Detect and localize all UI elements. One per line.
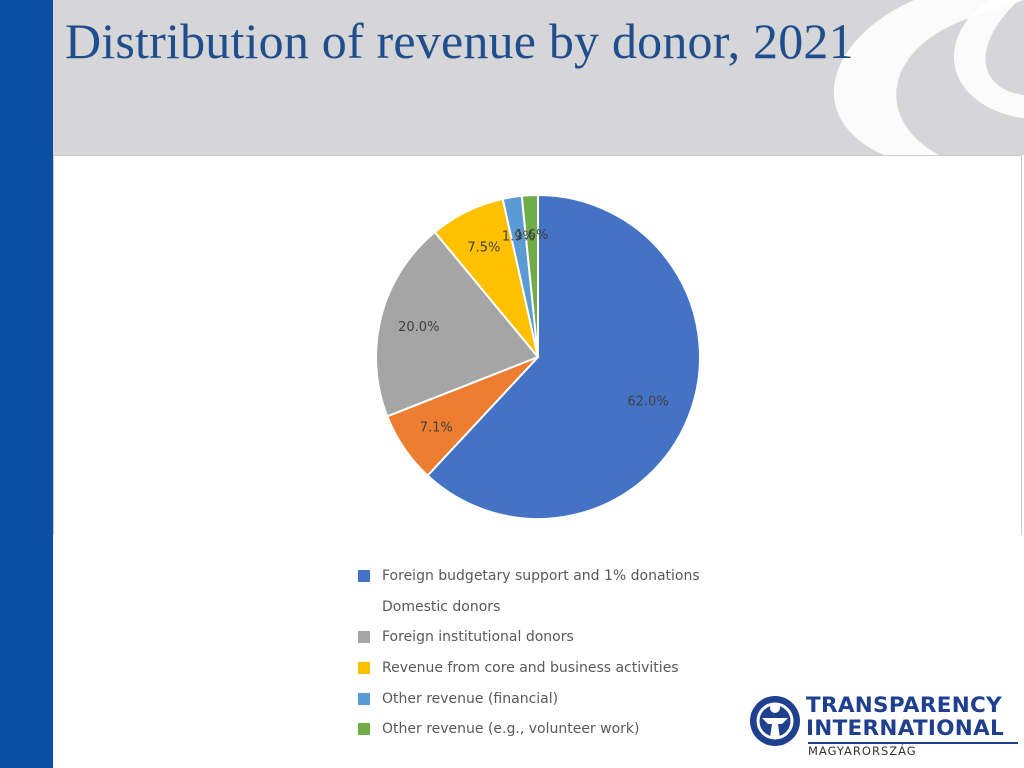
pie-slice-6 — [520, 193, 539, 358]
transparency-international-logo: TRANSPARENCY INTERNATIONAL MAGYARORSZÁG — [748, 692, 1024, 768]
legend-swatch — [358, 631, 370, 644]
ti-emblem-icon — [750, 696, 800, 746]
legend-label: Foreign budgetary support and 1% donatio… — [382, 568, 700, 585]
legend-item-3: Foreign institutional donors — [358, 622, 700, 653]
legend-label: Domestic donors — [382, 598, 501, 615]
data-label-1: 62.0% — [627, 394, 668, 409]
legend-label: Other revenue (financial) — [382, 690, 559, 707]
data-label-3: 20.0% — [398, 320, 439, 335]
chart-frame: 62.0% 7.1% 20.0% 7.5% 1.9% 1.6% — [53, 155, 1022, 535]
logo-text-line3: MAGYARORSZÁG — [808, 744, 917, 758]
data-label-5: 1.9% — [502, 229, 535, 244]
legend-swatch — [358, 662, 370, 675]
legend-swatch — [358, 723, 370, 736]
legend-label: Foreign institutional donors — [382, 629, 574, 646]
background-swoosh-graphic — [833, 0, 1024, 155]
logo-text-line2: INTERNATIONAL — [806, 716, 1005, 741]
legend-label: Other revenue (e.g., volunteer work) — [382, 721, 640, 738]
legend-item-2: Domestic donors — [358, 592, 700, 623]
legend-item-6: Other revenue (e.g., volunteer work) — [358, 714, 700, 745]
legend-item-4: Revenue from core and business activitie… — [358, 653, 700, 684]
legend-swatch — [358, 692, 370, 705]
chart-legend: Foreign budgetary support and 1% donatio… — [358, 561, 700, 745]
pie-chart: 62.0% 7.1% 20.0% 7.5%1.9%1.6% — [375, 193, 701, 520]
legend-item-1: Foreign budgetary support and 1% donatio… — [358, 561, 700, 592]
data-label-2: 7.1% — [420, 420, 453, 435]
slide-header: Distribution of revenue by donor, 2021 — [53, 0, 1024, 155]
logo-text-line1: TRANSPARENCY — [806, 693, 1002, 718]
page-title: Distribution of revenue by donor, 2021 — [65, 13, 854, 69]
legend-swatch — [358, 601, 370, 613]
legend-label: Revenue from core and business activitie… — [382, 660, 679, 677]
left-accent-bar — [0, 0, 53, 768]
legend-swatch — [358, 570, 370, 583]
pie-slice-1 — [426, 193, 701, 520]
legend-item-5: Other revenue (financial) — [358, 683, 700, 714]
data-label-6: 1.6% — [515, 228, 548, 243]
pie-slice-3 — [375, 230, 540, 418]
logo-rule — [808, 742, 1018, 744]
data-label-4: 7.5% — [467, 240, 500, 255]
